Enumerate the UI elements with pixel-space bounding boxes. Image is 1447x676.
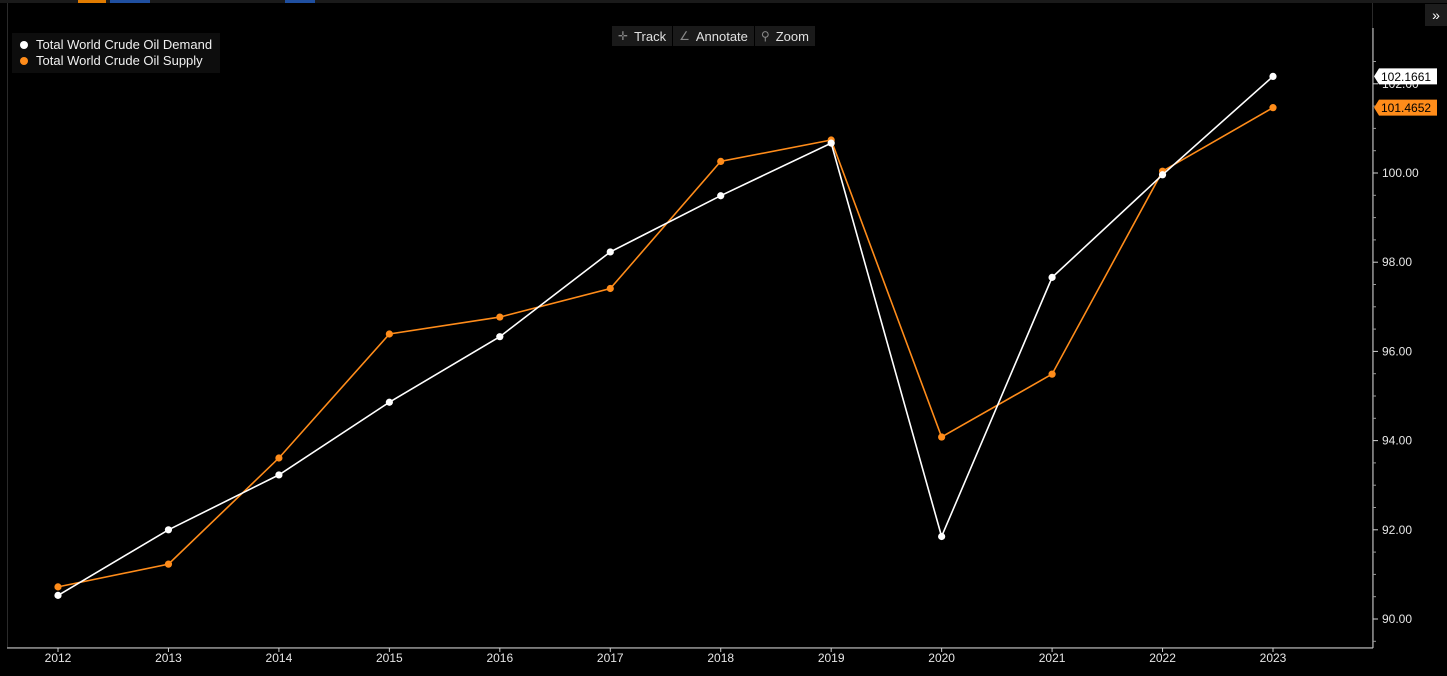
zoom-label: Zoom [775,28,809,44]
y-tick-label: 98.00 [1382,255,1412,269]
last-value-badge-demand: 102.1661 [1374,68,1437,85]
top-tab-orange[interactable] [78,0,106,3]
data-point-demand [54,591,62,599]
data-point-supply [938,433,946,441]
series-supply [54,104,1277,591]
y-tick-label: 94.00 [1382,434,1412,448]
data-point-supply [717,157,725,166]
legend: Total World Crude Oil Demand Total World… [12,33,221,73]
top-strip [0,0,1447,3]
series-line-demand [57,75,1274,597]
x-tick-label: 2017 [597,651,624,665]
data-point-supply [606,284,614,293]
legend-label-demand: Total World Crude Oil Demand [36,37,213,52]
data-point-supply [496,313,504,321]
series-demand [54,72,1277,599]
double-chevron-right-icon[interactable]: » [1425,4,1447,26]
axes: 90.0092.0094.0096.0098.00100.00102.00201… [7,28,1419,665]
y-tick-label: 90.00 [1382,612,1412,626]
annotate-label: Annotate [695,28,748,44]
legend-dot-demand [20,41,28,49]
data-point-demand [275,471,283,479]
data-point-supply [385,330,393,338]
top-tab-blue-2[interactable] [285,0,315,3]
data-point-supply [275,454,283,462]
x-tick-label: 2016 [486,651,513,665]
badge-shape [1374,99,1437,116]
data-point-demand [1048,273,1056,281]
data-point-demand [496,333,504,341]
series-layer [54,72,1277,599]
top-tab-blue-1[interactable] [110,0,150,3]
data-point-supply [164,560,173,568]
magnifier-icon: ⚲ [760,29,770,43]
x-tick-label: 2018 [707,651,734,665]
badge-shape [1374,68,1437,85]
y-tick-label: 96.00 [1382,344,1412,358]
x-tick-label: 2019 [818,651,845,665]
x-tick-label: 2015 [376,651,403,665]
chart-toolbar: ✛ Track ∠ Annotate ⚲ Zoom [612,26,815,46]
data-point-demand [1269,72,1277,80]
badge-label: 101.4652 [1381,101,1431,115]
data-point-supply [54,583,62,591]
x-tick-label: 2020 [928,651,955,665]
legend-item-supply[interactable]: Total World Crude Oil Supply [20,53,212,69]
track-label: Track [634,28,667,44]
data-point-demand [827,139,835,147]
legend-dot-supply [20,57,28,65]
data-point-demand [385,398,393,406]
x-tick-label: 2012 [45,651,72,665]
x-tick-label: 2013 [155,651,182,665]
data-point-demand [717,192,725,200]
x-tick-label: 2014 [266,651,293,665]
data-point-demand [938,532,946,541]
series-line-supply [57,107,1274,588]
data-point-demand [606,248,614,256]
pencil-icon: ∠ [679,29,690,43]
data-point-supply [1269,104,1277,112]
legend-label-supply: Total World Crude Oil Supply [36,53,203,68]
legend-item-demand[interactable]: Total World Crude Oil Demand [20,37,212,53]
annotate-button[interactable]: ∠ Annotate [673,26,755,46]
data-point-demand [1158,171,1167,179]
zoom-button[interactable]: ⚲ Zoom [755,26,815,46]
last-value-badge-supply: 101.4652 [1374,99,1437,116]
y-tick-label: 100.00 [1382,166,1419,180]
y-tick-label: 92.00 [1382,523,1412,537]
x-tick-label: 2021 [1039,651,1066,665]
crosshair-icon: ✛ [618,29,629,43]
badge-label: 102.1661 [1381,70,1431,84]
last-value-badges: 102.1661 101.4652 [1374,68,1437,116]
data-point-supply [1048,370,1056,378]
data-point-demand [164,526,173,534]
track-button[interactable]: ✛ Track [612,26,674,46]
x-tick-label: 2022 [1149,651,1176,665]
x-tick-label: 2023 [1260,651,1287,665]
